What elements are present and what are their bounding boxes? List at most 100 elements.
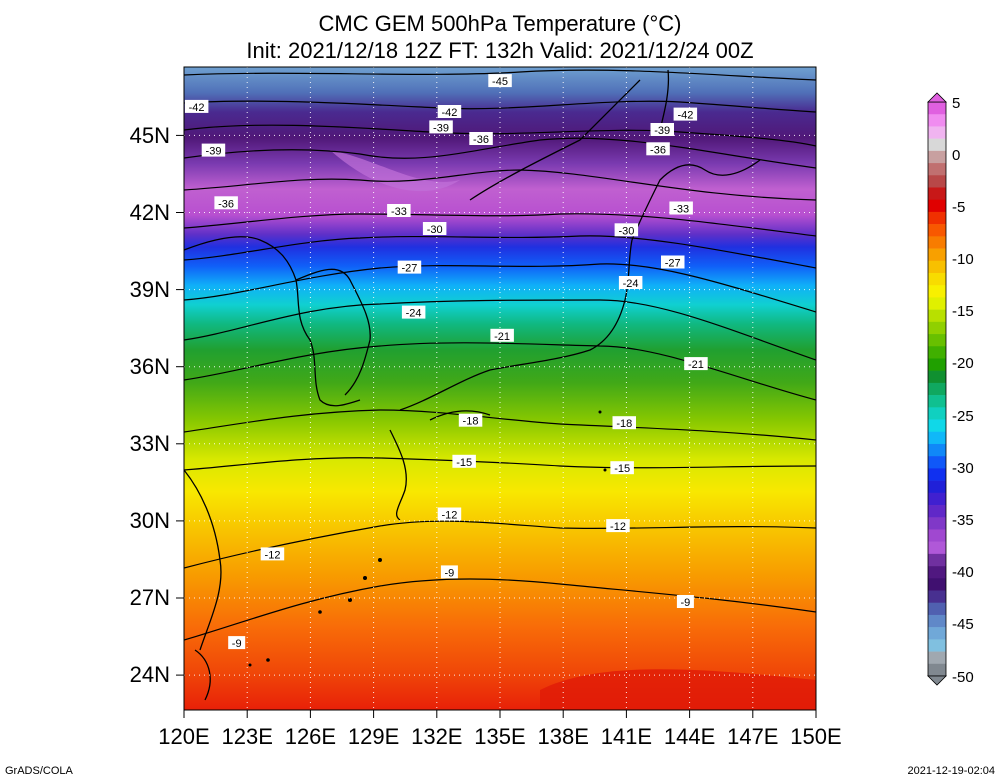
- colorbar-cell: [928, 627, 946, 640]
- contour-label: -9: [681, 597, 691, 609]
- colorbar-cell: [928, 370, 946, 384]
- contour-label-box: [490, 328, 514, 342]
- colorbar-label: -10: [952, 251, 974, 268]
- contour-label: -21: [688, 359, 704, 371]
- colorbar-cell: [928, 114, 946, 127]
- colorbar-cell: [928, 468, 946, 481]
- kyushu: [389, 429, 407, 521]
- colorbar-cell: [928, 456, 946, 469]
- colorbar-cell: [928, 272, 946, 286]
- y-tick-label: 33N: [130, 431, 170, 456]
- contour-label-box: [458, 413, 483, 427]
- colorbar-cell: [928, 443, 946, 457]
- contour-label: -36: [218, 198, 234, 210]
- x-tick-label: 147E: [727, 724, 778, 749]
- colorbar-label: -45: [952, 616, 974, 633]
- colorbar-cell: [928, 578, 946, 591]
- contour-label: -18: [616, 418, 632, 430]
- contour-label: -24: [623, 278, 639, 290]
- colorbar-cell: [928, 346, 946, 359]
- colorbar-label: -30: [952, 460, 974, 477]
- contour-label: -33: [391, 206, 407, 218]
- contour-label: -30: [427, 224, 443, 236]
- contour-label-box: [676, 595, 694, 608]
- colorbar-cell: [928, 480, 946, 494]
- china-coast: [184, 469, 222, 651]
- colorbar-cell: [928, 285, 946, 298]
- contour-label-box: [661, 255, 685, 269]
- colorbar-cell: [928, 590, 946, 604]
- colorbar-cell: [928, 663, 946, 677]
- contour-label-box: [669, 201, 693, 215]
- contour-label-box: [618, 276, 643, 289]
- contour-label-box: [488, 74, 512, 88]
- contour-label-box: [201, 143, 226, 157]
- contour-label: -15: [614, 463, 630, 475]
- y-tick-label: 45N: [130, 123, 170, 148]
- colorbar-cell: [928, 639, 946, 652]
- contour-label: -12: [265, 549, 281, 561]
- colorbar-label: -25: [952, 408, 974, 425]
- x-tick-label: 150E: [790, 724, 841, 749]
- contour-label-box: [610, 461, 634, 475]
- colorbar-cell: [928, 553, 946, 567]
- contour-label-box: [214, 196, 238, 210]
- colorbar-cell: [928, 309, 946, 323]
- colorbar-cell: [928, 321, 946, 335]
- colorbar-cell: [928, 150, 946, 164]
- x-tick-label: 120E: [158, 724, 209, 749]
- contour-label: -45: [492, 76, 508, 88]
- contour-labels: -45 -42 -42 -42 -39 -39 -39 -36 -36 -36 -33 -33 -30 -…: [184, 74, 708, 650]
- colorbar-cell: [928, 382, 946, 396]
- colorbar-bottom-arrow: [927, 675, 947, 686]
- colorbar-cell: [928, 211, 946, 225]
- colorbar-cell: [928, 395, 946, 408]
- contour-label: -12: [610, 521, 626, 533]
- colorbar-cell: [928, 175, 946, 188]
- temperature-field: [184, 67, 816, 710]
- contour-label-box: [387, 204, 411, 217]
- colorbar-cell: [928, 358, 946, 371]
- colorbar-cell: [928, 334, 946, 347]
- chart-subtitle: Init: 2021/12/18 12Z FT: 132h Valid: 202…: [246, 38, 753, 63]
- contour-label: -33: [673, 204, 689, 216]
- contour-label: -30: [618, 225, 634, 237]
- contour-label: -9: [232, 638, 242, 650]
- colorbar-cell: [928, 602, 946, 616]
- contour-label-box: [397, 260, 422, 274]
- colorbar-label: 0: [952, 147, 960, 164]
- x-axis: 120E 123E 126E 129E 132E 135E 138E 141E …: [158, 710, 842, 749]
- contour-label-box: [452, 454, 476, 468]
- contour-label-box: [612, 416, 636, 430]
- russia-coast: [469, 79, 641, 201]
- taiwan: [194, 649, 211, 701]
- colorbar-label: -15: [952, 303, 974, 320]
- colorbar-label: -35: [952, 512, 974, 529]
- ryukyu-islands: [248, 410, 607, 667]
- colorbar-cell: [928, 236, 946, 249]
- contour-label: -15: [456, 457, 472, 469]
- contour-label: -24: [406, 308, 422, 320]
- colorbar-label: -50: [952, 669, 974, 686]
- colorbar-label: -5: [952, 199, 965, 216]
- footer-software: GrADS/COLA: [5, 765, 74, 777]
- colorbar-cell: [928, 431, 946, 445]
- colorbar-cell: [928, 517, 946, 530]
- colorbar-cell: [928, 541, 946, 555]
- contour-label-box: [606, 519, 630, 533]
- colorbar-label: 5: [952, 95, 960, 112]
- warm-region: [540, 669, 816, 710]
- colorbar-cell: [928, 407, 946, 420]
- contour-label: -39: [206, 146, 222, 158]
- contour-label-box: [440, 565, 458, 579]
- contour-label: -36: [473, 134, 489, 146]
- contour-label-box: [650, 123, 674, 136]
- contour-label: -39: [654, 125, 670, 137]
- contour-label: -36: [650, 144, 666, 156]
- contour-label-box: [429, 120, 453, 134]
- colorbar-cell: [928, 248, 946, 262]
- colorbar-label: -40: [952, 564, 974, 581]
- colorbar-cell: [928, 529, 946, 542]
- colorbar-cell: [928, 224, 946, 237]
